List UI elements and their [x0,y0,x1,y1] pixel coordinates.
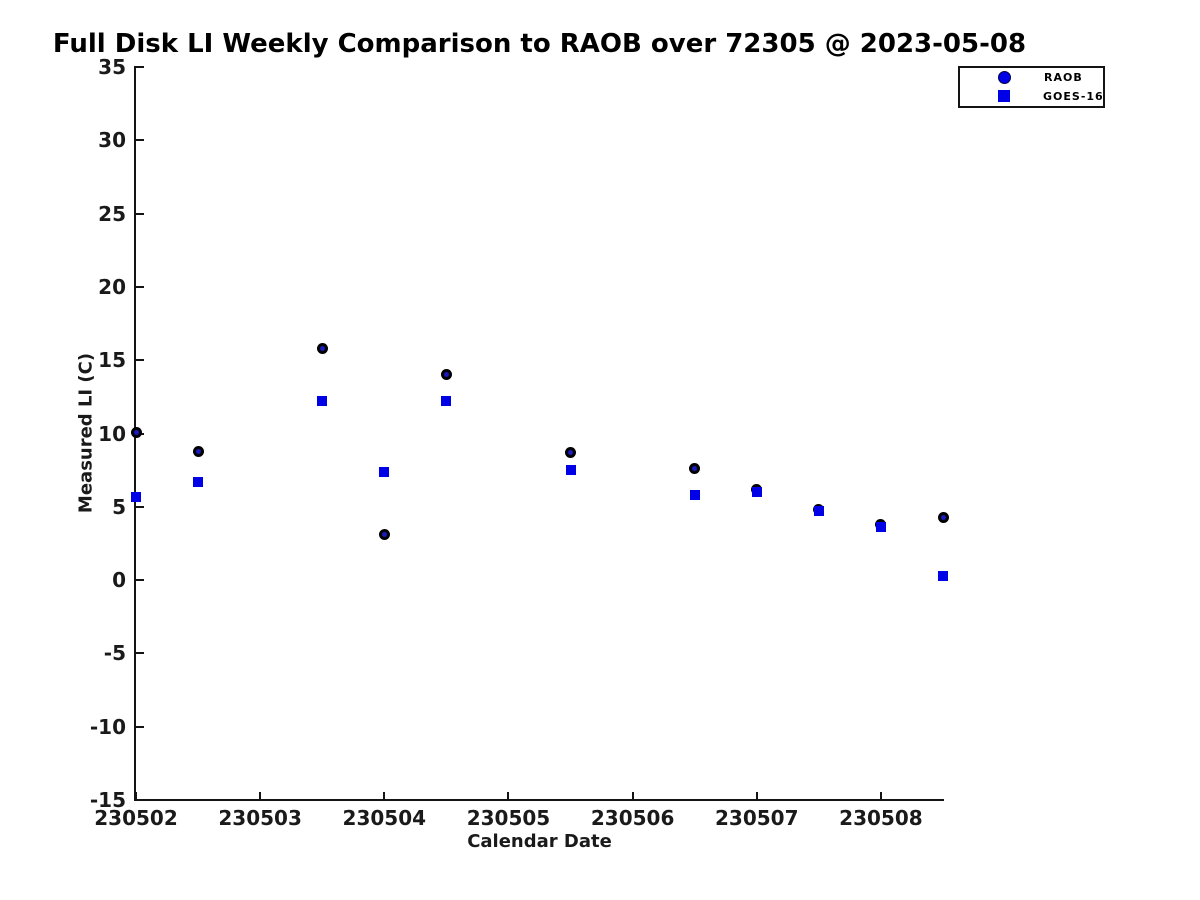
legend-item-goes16: GOES-16 [960,88,1103,105]
x-tick [631,792,634,800]
x-tick-label: 230507 [715,806,799,830]
y-tick [136,579,144,582]
raob-circle-icon [998,71,1011,85]
x-tick-label: 230508 [839,806,923,830]
goes16-data-point [379,466,390,477]
y-tick-label: -5 [103,641,126,666]
x-tick [507,792,510,800]
x-tick-label: 230503 [218,806,302,830]
x-axis-label: Calendar Date [467,831,612,852]
x-axis-line [134,799,944,801]
y-tick [136,212,144,215]
raob-data-point [378,529,390,541]
y-tick [136,652,144,655]
x-tick-label: 230502 [94,806,178,830]
y-tick [136,359,144,362]
goes16-data-point [813,506,824,517]
x-tick [755,792,758,800]
goes16-data-point [689,490,700,501]
chart-title: Full Disk LI Weekly Comparison to RAOB o… [52,29,1027,59]
y-tick [136,66,144,68]
y-tick-label: 10 [98,421,126,446]
y-tick-label: 5 [112,494,126,519]
y-tick-label: 35 [98,55,126,79]
raob-data-point [565,447,577,459]
y-tick [136,139,144,142]
y-tick-label: 15 [98,348,126,373]
raob-data-point [316,342,328,354]
y-tick-label: -15 [89,788,126,812]
x-tick-label: 230505 [466,806,551,830]
goes16-square-icon [998,90,1010,103]
raob-data-point [440,369,452,381]
y-tick [136,505,144,508]
goes16-data-point [441,396,452,407]
y-tick [136,725,144,728]
y-tick-label: 25 [98,201,126,226]
legend-label-raob: RAOB [1044,71,1083,85]
x-tick [135,792,137,800]
legend: RAOB GOES-16 [958,66,1105,108]
legend-label-goes16: GOES-16 [1043,89,1104,103]
y-tick-label: 30 [98,128,126,153]
y-tick-label: 20 [98,274,126,299]
goes16-data-point [875,522,886,533]
x-tick-label: 230504 [342,806,427,830]
x-tick [259,792,262,800]
goes16-data-point [193,476,204,487]
goes16-data-point [751,487,762,498]
goes16-data-point [938,570,948,581]
x-tick [879,792,882,800]
y-tick-label: -10 [89,714,126,739]
x-tick-label: 230506 [590,806,675,830]
raob-data-point [130,426,142,438]
goes16-data-point [565,465,576,476]
y-tick-label: 0 [112,568,126,593]
raob-data-point [192,445,204,457]
y-tick [136,799,144,801]
goes16-data-point [317,396,328,407]
goes16-data-point [131,491,141,502]
legend-item-raob: RAOB [960,69,1103,86]
x-tick [383,792,386,800]
raob-data-point [689,463,701,475]
raob-data-point [937,511,949,523]
y-tick [136,285,144,288]
